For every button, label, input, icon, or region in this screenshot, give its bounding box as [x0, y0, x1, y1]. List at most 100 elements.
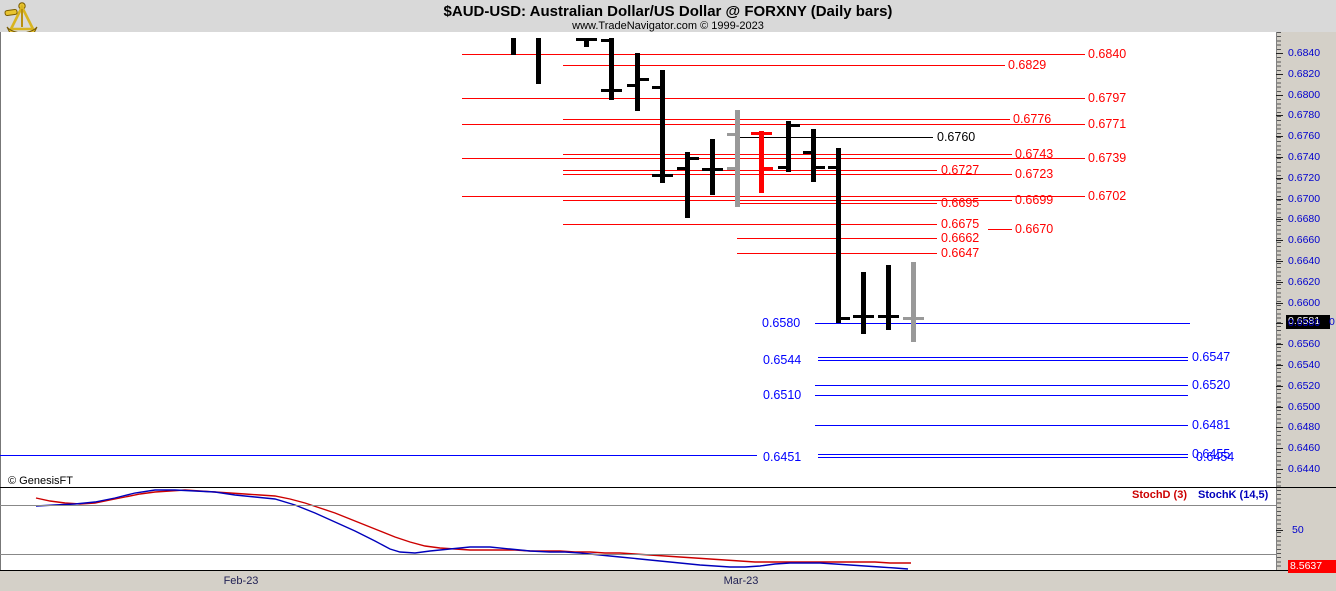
level-label-0.6829: 0.6829 — [1008, 58, 1047, 72]
price-axis[interactable] — [1276, 32, 1336, 571]
axis-label-0.6800: 0.6800 — [1288, 89, 1321, 101]
ohlc-bar-0 — [511, 38, 516, 55]
axis-label-0.6440: 0.6440 — [1288, 463, 1321, 475]
level-line-0.6670 — [988, 229, 1012, 230]
level-label-0.6743: 0.6743 — [1015, 147, 1054, 161]
level-line-0.6727 — [563, 170, 937, 171]
ohlc-bar-10 — [786, 121, 791, 172]
level-label-0.6739: 0.6739 — [1088, 151, 1127, 165]
axis-tick-0.6480 — [1276, 427, 1283, 428]
level-line-0.6547 — [818, 357, 1188, 358]
ohlc-bar-3 — [609, 38, 614, 100]
ohlc-bar-13 — [861, 272, 866, 334]
axis-tick-0.6660 — [1276, 240, 1283, 241]
level-label-0.6454: 0.6454 — [1196, 450, 1235, 464]
ohlc-bar-4-tick — [627, 84, 639, 87]
level-line-0.6699 — [563, 200, 1012, 201]
axis-label-0.6480: 0.6480 — [1288, 421, 1321, 433]
genesisft-watermark: © GenesisFT — [8, 475, 73, 487]
ohlc-bar-9-tick — [751, 132, 772, 135]
stoch-hline-20 — [0, 554, 1276, 555]
ohlc-bar-12-tick — [838, 317, 850, 320]
level-label-0.6771: 0.6771 — [1088, 117, 1127, 131]
ohlc-bar-4-tick — [637, 78, 649, 81]
level-line-0.6829 — [563, 65, 1005, 66]
ohlc-bar-3-tick — [601, 89, 622, 92]
level-label-0.6580: 0.6580 — [762, 316, 801, 330]
level-label-0.6547: 0.6547 — [1192, 350, 1231, 364]
axis-tick-0.6720 — [1276, 178, 1283, 179]
ohlc-bar-8 — [735, 110, 740, 207]
stoch-axis-tick-50 — [1276, 530, 1283, 531]
axis-tick-0.6520 — [1276, 386, 1283, 387]
ohlc-bar-8-tick — [727, 167, 739, 170]
level-line-0.6520 — [815, 385, 1188, 386]
level-label-0.6727: 0.6727 — [941, 163, 980, 177]
ohlc-bar-12-tick — [828, 166, 840, 169]
ohlc-bar-6-tick — [687, 157, 699, 160]
ohlc-bar-6 — [685, 152, 690, 218]
ohlc-bar-7-tick — [702, 168, 723, 171]
axis-tick-0.6700 — [1276, 199, 1283, 200]
stoch-chart-area[interactable] — [0, 488, 1277, 570]
level-label-0.6675: 0.6675 — [941, 217, 980, 231]
ohlc-bar-11-tick — [803, 151, 815, 154]
axis-label-0.6640: 0.6640 — [1288, 255, 1321, 267]
time-label-Mar-23: Mar-23 — [723, 575, 759, 587]
axis-tick-0.6740 — [1276, 157, 1283, 158]
level-line-0.6544 — [818, 360, 1188, 361]
ohlc-bar-3-tick — [601, 39, 613, 42]
level-line-0.6840 — [462, 54, 1085, 55]
level-line-0.6723 — [563, 174, 1012, 175]
level-label-0.6670: 0.6670 — [1015, 222, 1054, 236]
chart-title: $AUD-USD: Australian Dollar/US Dollar @ … — [443, 3, 893, 20]
chart-subtitle: www.TradeNavigator.com © 1999-2023 — [572, 20, 764, 32]
level-line-0.6675 — [563, 224, 937, 225]
level-line-0.6739 — [462, 158, 1085, 159]
level-label-0.6723: 0.6723 — [1015, 167, 1054, 181]
level-label-0.6776: 0.6776 — [1013, 112, 1052, 126]
axis-tick-0.6560 — [1276, 344, 1283, 345]
stoch-hline-80 — [0, 505, 1276, 506]
level-label-0.6840: 0.6840 — [1088, 47, 1127, 61]
axis-label-0.6700: 0.6700 — [1288, 193, 1321, 205]
axis-tick-0.6820 — [1276, 74, 1283, 75]
axis-label-0.6560: 0.6560 — [1288, 338, 1321, 350]
axis-tick-0.6440 — [1276, 469, 1283, 470]
ohlc-bar-14-tick — [878, 315, 899, 318]
axis-tick-0.6680 — [1276, 219, 1283, 220]
ohlc-bar-2-tick — [576, 38, 597, 41]
level-label-0.6662: 0.6662 — [941, 231, 980, 245]
ohlc-bar-7 — [710, 139, 715, 195]
current-price-box: 0.6581 — [1286, 315, 1330, 329]
ohlc-bar-12 — [836, 148, 841, 323]
axis-label-0.6660: 0.6660 — [1288, 234, 1321, 246]
ohlc-bar-5 — [660, 70, 665, 183]
axis-label-0.6780: 0.6780 — [1288, 109, 1321, 121]
level-line-0.6510 — [815, 395, 1188, 396]
ohlc-bar-4 — [635, 53, 640, 111]
level-line-0.6455 — [818, 454, 1188, 455]
ohlc-bar-13-tick — [853, 315, 874, 318]
level-label-0.6702: 0.6702 — [1088, 189, 1127, 203]
level-label-0.6797: 0.6797 — [1088, 91, 1127, 105]
time-axis[interactable] — [0, 571, 1336, 591]
ohlc-bar-9 — [759, 131, 764, 193]
ohlc-bar-10-tick — [778, 166, 790, 169]
axis-label-0.6740: 0.6740 — [1288, 151, 1321, 163]
axis-label-0.6720: 0.6720 — [1288, 172, 1321, 184]
stoch-value-box: 8.5637 — [1288, 560, 1336, 573]
axis-tick-0.6460 — [1276, 448, 1283, 449]
axis-tick-0.6780 — [1276, 115, 1283, 116]
stoch-axis-label-50: 50 — [1292, 524, 1304, 536]
axis-tick-0.6760 — [1276, 136, 1283, 137]
ohlc-bar-14 — [886, 265, 891, 330]
level-line-0.6580 — [815, 323, 1190, 324]
axis-tick-0.6540 — [1276, 365, 1283, 366]
level-line-0.6771 — [462, 124, 1085, 125]
level-label-0.6699: 0.6699 — [1015, 193, 1054, 207]
level-label-0.6695: 0.6695 — [941, 196, 980, 210]
axis-tick-0.6800 — [1276, 95, 1283, 96]
level-label-0.6647: 0.6647 — [941, 246, 980, 260]
